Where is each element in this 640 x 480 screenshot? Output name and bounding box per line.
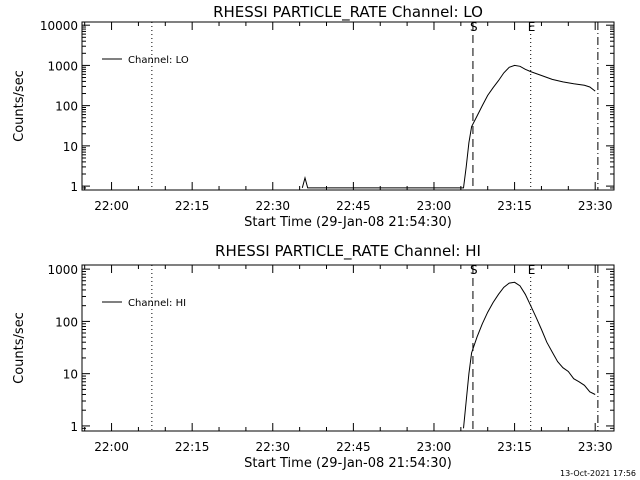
- x-tick-label: 23:30: [578, 440, 613, 454]
- y-tick-label: 1: [70, 420, 78, 434]
- x-tick-label: 23:15: [497, 199, 532, 213]
- marker-label-s: S: [470, 263, 478, 277]
- chart-panel-2: RHESSI PARTICLE_RATE Channel: HI 22:00 22:…: [12, 242, 615, 471]
- y-tick-label: 1000: [47, 59, 78, 73]
- x-axis-label: Start Time (29-Jan-08 21:54:30): [244, 215, 452, 230]
- footer-timestamp: 13-Oct-2021 17:56: [560, 469, 636, 478]
- y-tick-label: 1000: [47, 263, 78, 277]
- x-tick-label: 22:30: [255, 199, 290, 213]
- chart-panel-1: RHESSI PARTICLE_RATE Channel: LO 22:00 22:…: [12, 3, 615, 230]
- x-tick-label: 23:00: [417, 199, 452, 213]
- y-tick-label: 10: [63, 140, 78, 154]
- series-line: [463, 281, 596, 429]
- x-tick-label: 23:30: [578, 199, 613, 213]
- marker-label-e: E: [528, 263, 536, 277]
- x-tick-label: 22:00: [94, 440, 129, 454]
- y-tick-label: 100: [55, 315, 78, 329]
- x-tick-label: 23:15: [497, 440, 532, 454]
- x-tick-label: 22:00: [94, 199, 129, 213]
- y-axis-label: Counts/sec: [12, 70, 27, 142]
- marker-label-s: S: [470, 20, 478, 34]
- legend-label: Channel: HI: [128, 298, 186, 309]
- marker-label-e: E: [528, 20, 536, 34]
- x-tick-label: 22:15: [175, 199, 210, 213]
- y-tick-label: 10: [63, 368, 78, 382]
- plot-frame: [81, 21, 615, 191]
- x-tick-label: 23:00: [417, 440, 452, 454]
- x-tick-label: 22:45: [336, 199, 371, 213]
- plot-frame: [81, 264, 615, 432]
- x-tick-label: 22:15: [175, 440, 210, 454]
- series-line: [301, 64, 596, 189]
- y-tick-label: 1: [70, 180, 78, 194]
- y-tick-label: 10000: [40, 19, 78, 33]
- y-axis-label: Counts/sec: [12, 312, 27, 384]
- chart-title: RHESSI PARTICLE_RATE Channel: HI: [215, 242, 481, 261]
- x-axis-label: Start Time (29-Jan-08 21:54:30): [244, 456, 452, 471]
- chart-title: RHESSI PARTICLE_RATE Channel: LO: [213, 3, 483, 22]
- x-tick-label: 22:45: [336, 440, 371, 454]
- legend-label: Channel: LO: [128, 55, 189, 66]
- x-tick-label: 22:30: [255, 440, 290, 454]
- y-tick-label: 100: [55, 100, 78, 114]
